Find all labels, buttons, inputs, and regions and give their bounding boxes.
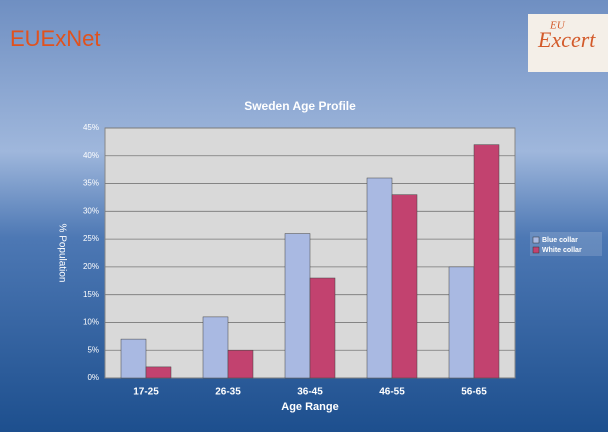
x-axis-label: Age Range	[281, 401, 338, 413]
y-tick-label: 25%	[83, 234, 99, 243]
x-tick-label: 36-45	[297, 387, 323, 398]
slide-title: EUExNet	[10, 26, 100, 51]
x-tick-label: 17-25	[133, 387, 159, 398]
bar	[473, 144, 500, 379]
x-tick-label: 26-35	[215, 387, 241, 398]
bar	[309, 277, 336, 379]
y-axis-label: % Population	[56, 224, 67, 283]
logo-super: EU	[549, 20, 566, 32]
bar	[145, 366, 172, 379]
x-tick-label: 56-65	[461, 387, 487, 398]
y-tick-label: 5%	[87, 345, 99, 354]
legend-swatch	[532, 236, 540, 244]
legend-label: Blue collar	[542, 237, 578, 244]
y-tick-label: 20%	[83, 262, 99, 271]
bar	[227, 349, 254, 379]
bar	[448, 266, 475, 379]
y-tick-label: 45%	[83, 123, 99, 132]
y-tick-label: 15%	[83, 290, 99, 299]
y-tick-label: 0%	[87, 373, 99, 382]
legend-swatch	[532, 246, 540, 254]
y-tick-label: 35%	[83, 179, 99, 188]
chart-title: Sweden Age Profile	[244, 99, 356, 113]
legend-box	[530, 232, 602, 256]
y-tick-label: 40%	[83, 151, 99, 160]
bar	[366, 177, 393, 379]
x-tick-label: 46-55	[379, 387, 405, 398]
bar	[120, 338, 147, 379]
bar	[391, 194, 418, 379]
y-tick-label: 30%	[83, 206, 99, 215]
bar	[202, 316, 229, 379]
legend-label: White collar	[542, 247, 582, 254]
y-tick-label: 10%	[83, 318, 99, 327]
logo-box	[528, 14, 608, 72]
logo-text: Excert	[537, 27, 596, 52]
bar	[284, 233, 311, 379]
